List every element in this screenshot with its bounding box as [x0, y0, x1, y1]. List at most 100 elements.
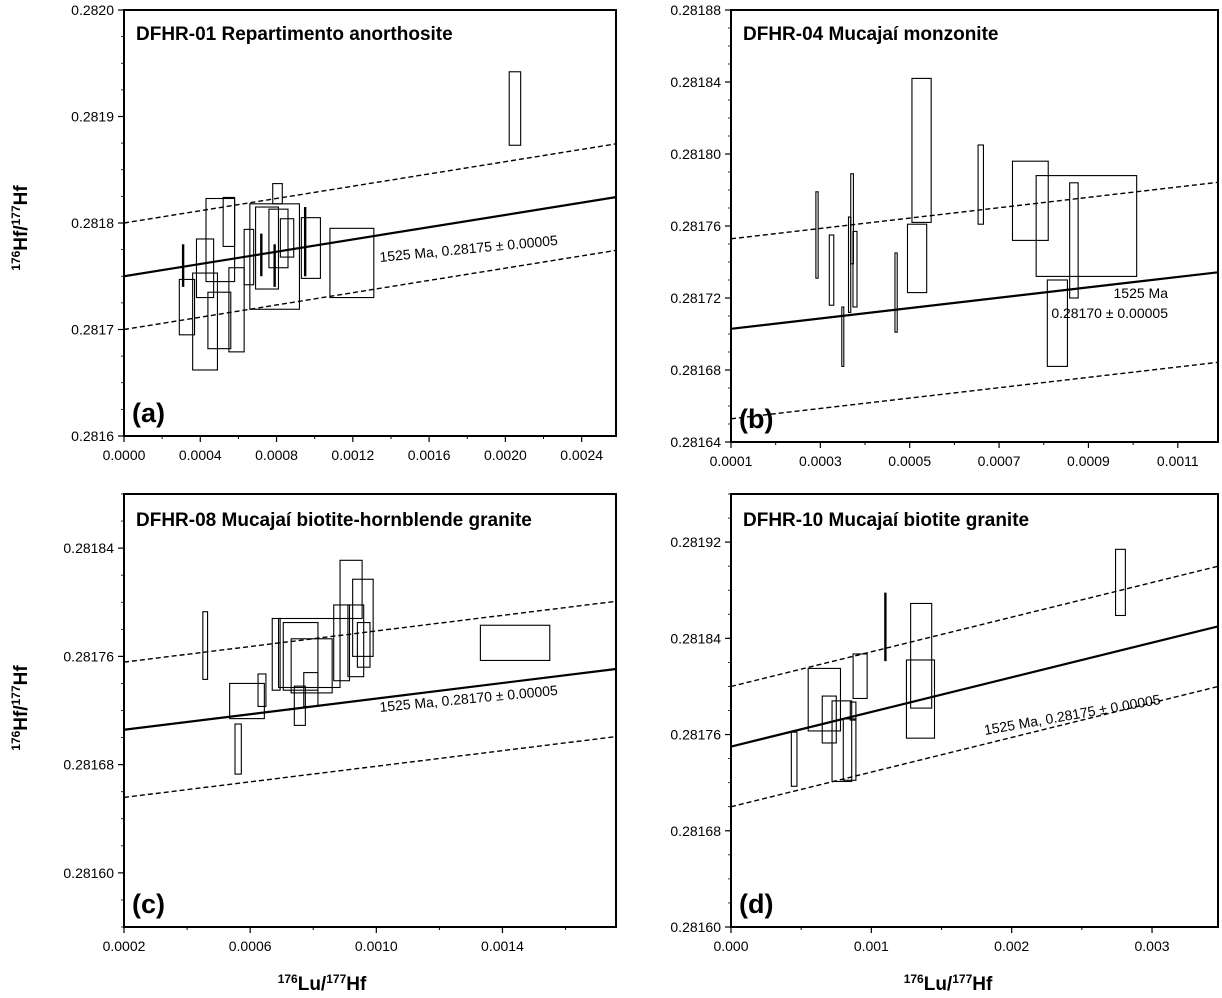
error-box-14 [300, 217, 321, 279]
upper-envelope-line [731, 565, 1218, 688]
x-tick-label: 0.002 [994, 938, 1029, 954]
error-box-7 [852, 653, 868, 700]
panel-d: 0.000 0.001 0.002 0.003 0.28160 0.28168 0.2817… [670, 493, 1219, 954]
error-box-7 [282, 621, 319, 691]
error-box-6 [222, 196, 236, 247]
error-box-9 [910, 602, 933, 709]
error-box-7 [894, 252, 898, 333]
reference-line-label-line: 1525 Ma [1114, 285, 1169, 301]
reference-line-label: 1525 Ma 0.28170 ± 0.00005 [1051, 285, 1168, 321]
error-box-16 [508, 71, 522, 146]
error-box-5 [842, 718, 857, 781]
error-box-13 [1046, 279, 1068, 367]
error-box-4 [205, 197, 236, 283]
error-box-3 [234, 723, 242, 775]
plot-frame [123, 493, 617, 928]
reference-line [731, 271, 1218, 330]
x-tick-label: 0.0020 [484, 447, 527, 463]
error-box-1 [202, 611, 209, 680]
panel-label: (b) [739, 404, 773, 434]
x-tick-label: 0.001 [854, 938, 889, 954]
upper-envelope-line [124, 600, 616, 663]
x-tick-label: 0.0024 [560, 447, 603, 463]
panel-a: 0.0000 0.0004 0.0008 0.0012 0.0016 0.0020 0.00… [71, 2, 617, 463]
plot-area [731, 77, 1218, 420]
x-tick-label: 0.0016 [408, 447, 451, 463]
y-tick-label: 0.28180 [670, 146, 721, 162]
x-axis-label-right: 176Lu/177Hf [904, 972, 993, 995]
chart-title: DFHR-10 Mucajaí biotite granite [743, 510, 1029, 531]
y-tick-label: 0.28160 [63, 865, 114, 881]
error-box-14 [1069, 182, 1079, 299]
error-box-14 [352, 578, 374, 657]
chart-title: DFHR-01 Repartimento anorthosite [136, 24, 453, 45]
error-box-1 [815, 191, 819, 279]
error-box-10 [977, 144, 984, 225]
y-tick-label: 0.2820 [71, 2, 114, 18]
x-tick-label: 0.0011 [1157, 453, 1199, 469]
panel-label: (a) [132, 398, 165, 428]
error-box-8 [290, 638, 333, 694]
x-tick-label: 0.000 [713, 938, 748, 954]
error-box-4 [847, 216, 852, 313]
y-tick-label: 0.28168 [670, 362, 721, 378]
reference-line [124, 667, 616, 731]
upper-envelope-line [731, 181, 1218, 240]
y-tick-label: 0.28184 [670, 74, 721, 90]
panels: 0.0000 0.0004 0.0008 0.0012 0.0016 0.0020 0.00… [63, 2, 1219, 954]
plot-frame [123, 9, 617, 437]
y-tick-label: 0.28184 [63, 540, 114, 556]
error-box-11 [268, 208, 289, 269]
x-tick-label: 0.0006 [229, 938, 272, 954]
y-tick-label: 0.28160 [670, 919, 721, 935]
plot-frame [730, 493, 1219, 928]
error-box-5 [271, 617, 281, 691]
x-tick-label: 0.0012 [331, 447, 374, 463]
error-box-2 [192, 272, 218, 371]
error-box-13 [279, 218, 295, 258]
error-box-8 [905, 659, 936, 739]
error-box-10 [255, 206, 280, 290]
plot-area [124, 71, 616, 371]
error-box-2 [807, 667, 842, 732]
error-box-10 [303, 672, 319, 707]
reference-line-label-line: 1525 Ma, 0.28175 ± 0.00005 [983, 691, 1162, 738]
error-box-11 [333, 604, 351, 682]
error-box-4 [831, 700, 853, 783]
error-box-6 [852, 230, 858, 308]
x-tick-label: 0.0001 [710, 453, 753, 469]
error-box-3 [841, 306, 845, 367]
y-tick-label: 0.28172 [670, 290, 721, 306]
error-box-5 [850, 173, 854, 265]
reference-line-label: 1525 Ma, 0.28175 ± 0.00005 [983, 691, 1162, 738]
error-box-12 [272, 183, 283, 205]
x-tick-label: 0.0008 [255, 447, 298, 463]
error-box-9 [911, 77, 932, 223]
error-box-8 [243, 228, 255, 286]
error-box-4 [257, 673, 267, 707]
error-box-6 [277, 617, 341, 689]
x-tick-label: 0.0002 [103, 938, 146, 954]
lower-envelope-line [124, 735, 616, 799]
plot-area [731, 548, 1218, 808]
error-box-8 [906, 223, 928, 294]
x-tick-label: 0.0007 [978, 453, 1021, 469]
lower-envelope-line [124, 249, 616, 331]
x-tick-label: 0.003 [1135, 938, 1170, 954]
error-box-2 [229, 682, 265, 720]
x-tick-label: 0.0004 [179, 447, 222, 463]
y-tick-label: 0.28164 [670, 434, 721, 450]
error-box-12 [339, 559, 363, 620]
y-tick-label: 0.2818 [71, 215, 114, 231]
x-tick-label: 0.0003 [799, 453, 842, 469]
lower-envelope-line [731, 685, 1218, 808]
y-tick-label: 0.28192 [670, 534, 721, 550]
error-box-9 [293, 685, 306, 726]
y-tick-label: 0.2819 [71, 109, 114, 125]
x-tick-label: 0.0005 [888, 453, 931, 469]
error-box-3 [821, 695, 837, 744]
error-box-13 [347, 604, 365, 678]
y-tick-label: 0.28184 [670, 630, 721, 646]
error-box-7 [228, 267, 245, 353]
